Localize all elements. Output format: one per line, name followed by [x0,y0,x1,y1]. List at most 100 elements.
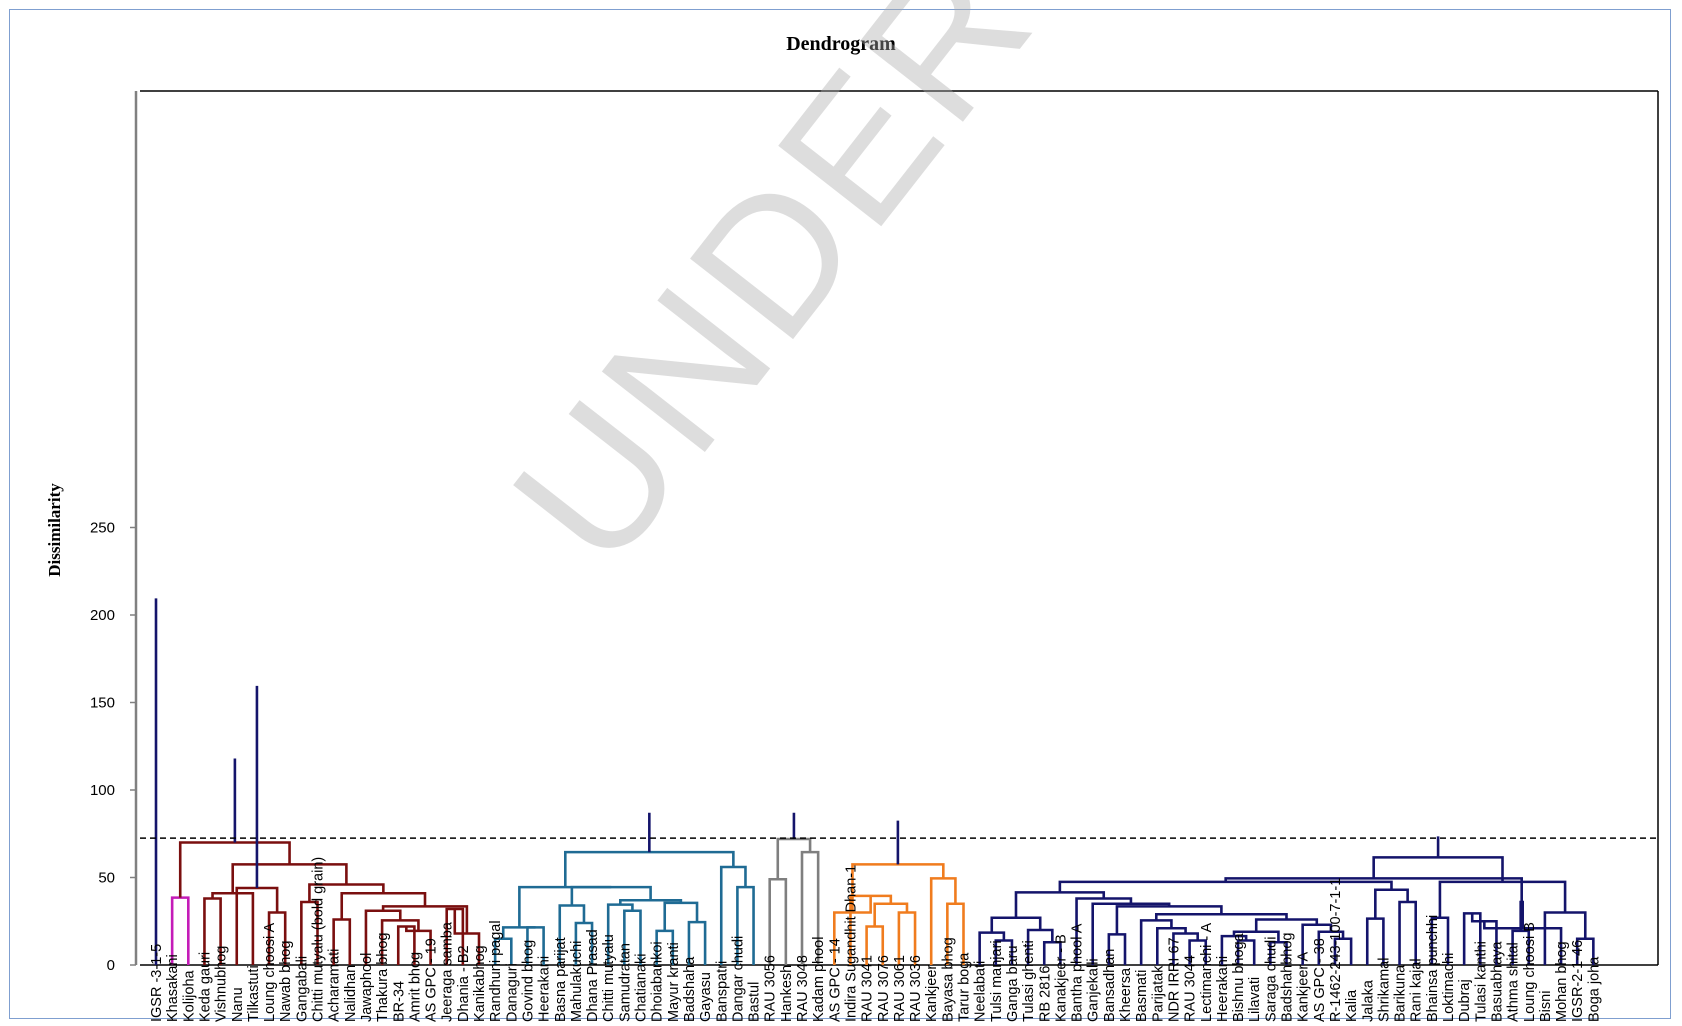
dendrogram-link [570,885,652,906]
leaf-label: Rani kajal [1409,958,1425,1022]
leaf-label: Dhoiabankoi [650,941,666,1022]
leaf-label: Chatianaki [634,953,650,1022]
leaf-label: Lilavati [1247,977,1263,1022]
leaf-label: Kheersa [1118,967,1134,1022]
leaf-label: Bansadhan [1102,949,1118,1022]
dendrogram-link [776,837,812,880]
leaf-label: IGSR -3-1-5 [149,944,165,1022]
leaf-label: Vishnubhog [214,946,230,1022]
dendrogram-link [564,850,735,888]
leaf-label: Shrikamal [1376,958,1392,1022]
y-tick-label: 100 [90,782,115,799]
leaf-label: Saraga chudi [1263,937,1279,1022]
leaf-label: Bisni [1538,991,1554,1022]
leaf-label: Boga joha [1586,956,1602,1022]
leaf-label: Indira Sugandhit Dhan-1 [843,865,859,1022]
leaf-label: Bishnu bhoga [1231,932,1247,1022]
dendrogram-link [501,926,536,939]
leaf-label: R-1462-243-100-7-1-1 [1328,878,1344,1022]
leaf-label: RAU 3036 [908,955,924,1022]
leaf-label: Kankjeer A [1296,952,1312,1022]
leaf-label: Neelabati [973,961,989,1022]
y-tick-label: 150 [90,695,115,712]
leaf-label: Banspatri [714,961,730,1022]
leaf-label: Jalaka [1360,979,1376,1022]
leaf-label: Ganga baru [1005,945,1021,1022]
leaf-label: IGSR-2-1-46 [1570,940,1586,1022]
leaf-label: Kankjeer [924,965,940,1022]
leaf-label: Heerakani [1215,956,1231,1022]
leaf-label: Mahulakuchi [569,941,585,1022]
leaf-label: Tulsi manjari [989,940,1005,1022]
dendrogram-link [851,863,945,913]
leaf-label: Basna parijat [553,937,569,1022]
leaf-label: Chitti mutyalu [601,934,617,1022]
leaf-label: Tilkastuti [246,965,262,1022]
leaf-label: Randhuni pagal [488,920,504,1022]
leaf-label: Danaguri [504,963,520,1022]
dendrogram-link [1014,891,1106,918]
y-tick-label: 0 [107,957,115,974]
leaf-label: Dhana Prasad [585,929,601,1022]
dendrogram-link [768,877,788,965]
leaf-label: Jawaphool [359,953,375,1022]
leaf-label: Jeeraga samba [440,921,456,1022]
leaf-label: Lectimanchi - A [1199,923,1215,1022]
leaf-label: RAU 3044 [1183,955,1199,1022]
leaf-label: RAU 3061 [892,955,908,1022]
y-tick-label: 250 [90,520,115,537]
leaf-label: Tulasi ghenti [1021,940,1037,1022]
leaf-label: Heerakani [537,956,553,1022]
leaf-label: RAU 3048 [795,955,811,1022]
leaf-label: AS GPC - 14 [827,938,843,1022]
leaf-label: Mayur kranti [666,942,682,1022]
leaf-label: Govind bhog [520,940,536,1022]
leaf-label: Bayasa bhog [940,937,956,1022]
leaf-label: Tarur boga [957,952,973,1022]
chart-title: Dendrogram [786,33,896,55]
leaf-label: Loung choosi B [1522,922,1538,1022]
dendrogram-link [873,902,909,927]
leaf-label: Khasakani [165,954,181,1022]
leaf-label: Nalidhan [343,965,359,1022]
leaf-label: Bastul [747,982,763,1022]
leaf-label: Basmati [1134,970,1150,1022]
leaf-label: Kolijoha [181,969,197,1022]
leaf-label: Acharamati [327,949,343,1022]
leaf-label: Kalia [1344,989,1360,1022]
leaf-label: RAU 3076 [876,955,892,1022]
leaf-label: Keda gauri [197,952,213,1022]
leaf-label: Chitti mutyalu (bold grain) [311,857,327,1022]
leaf-label: Mohan bhog [1554,941,1570,1022]
leaf-label: AS GPC - 19 [424,938,440,1022]
y-tick-label: 50 [98,870,115,887]
leaf-label: Bhainsa punchhi [1425,915,1441,1022]
leaf-label: AS GPC - 38 [1312,938,1328,1022]
leaf-label: Barikuna [1393,964,1409,1022]
leaf-label: Loung choosi A [262,923,278,1022]
dendrogram-link [518,885,612,928]
leaf-label: Dangar chudi [730,936,746,1022]
figure-frame [9,9,1671,1019]
leaf-label: Gayasu [698,972,714,1022]
dendrogram-link [1374,888,1409,919]
dendrogram-link [1398,900,1417,965]
leaf-label: Tulasi kanthi [1473,941,1489,1022]
leaf-label: Parijatak [1150,965,1166,1022]
dendrogram-link [663,901,699,931]
leaf-label: Loktimachi [1441,953,1457,1022]
leaf-label: Hankesh [779,965,795,1022]
leaf-label: Thakura bhog [375,933,391,1022]
dendrogram-link [178,841,291,898]
y-tick-label: 200 [90,607,115,624]
leaf-label: Basuabhaya [1489,940,1505,1022]
leaf-label: Kanikabhog [472,945,488,1022]
leaf-label: Badshaha [682,956,698,1022]
leaf-label: BR-34 [391,981,407,1022]
leaf-label: Gangabali [294,956,310,1022]
leaf-label: RB 2816 [1037,966,1053,1022]
leaf-label: Dubraj [1457,979,1473,1022]
leaf-label: Dhania - B2 [456,945,472,1022]
leaf-label: NDR IRRI 67 [1166,937,1182,1022]
leaf-label: RAU 3056 [763,955,779,1022]
